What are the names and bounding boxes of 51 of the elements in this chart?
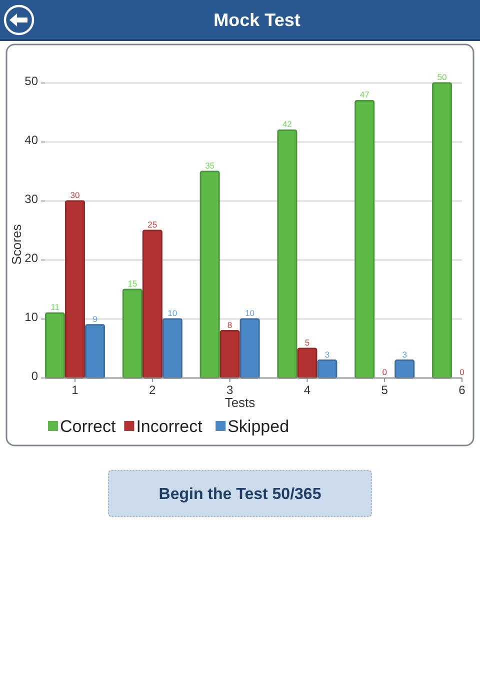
bar <box>162 318 182 379</box>
chart-title: Mock Test <box>214 10 300 30</box>
legend-label: Skipped <box>228 417 290 436</box>
x-tick-label: 1 <box>72 383 79 397</box>
bar <box>200 170 220 379</box>
y-tick-label: 40 <box>24 133 38 148</box>
y-axis-title: Scores <box>9 224 24 265</box>
bar <box>85 324 105 379</box>
data-label: 42 <box>282 119 292 130</box>
x-axis-title: Tests <box>224 395 256 410</box>
x-tick-label: 3 <box>226 383 234 397</box>
y-tick-label: 0 <box>31 369 38 384</box>
data-label: 11 <box>50 302 60 312</box>
y-tick-label: 10 <box>24 310 38 324</box>
bar <box>142 230 162 379</box>
begin-test-button[interactable]: Begin the Test 50/365 <box>108 470 372 518</box>
data-label: 5 <box>304 338 310 348</box>
bar <box>65 200 85 379</box>
x-tick-label: 6 <box>458 383 466 397</box>
bar <box>45 312 65 379</box>
data-label: 35 <box>205 160 215 170</box>
bar <box>297 348 318 379</box>
data-label: 0 <box>382 367 388 377</box>
bar <box>432 82 452 379</box>
bar <box>354 100 375 379</box>
bar <box>122 288 142 379</box>
legend-label: Correct <box>60 417 116 436</box>
data-label: 8 <box>227 320 232 330</box>
data-label: 3 <box>324 349 330 360</box>
bar <box>317 360 338 379</box>
x-tick-label: 4 <box>304 383 311 397</box>
x-tick-label: 5 <box>381 383 388 397</box>
y-tick-label: 50 <box>24 74 38 88</box>
data-label: 0 <box>460 367 465 377</box>
data-label: 10 <box>245 308 255 318</box>
data-label: 50 <box>437 72 447 82</box>
bar <box>240 318 260 379</box>
data-label: 3 <box>402 349 408 360</box>
bar <box>394 360 415 379</box>
y-tick-label: 20 <box>24 251 38 266</box>
data-label: 47 <box>360 90 370 100</box>
data-label: 15 <box>128 278 138 288</box>
y-tick-label: 30 <box>24 192 38 206</box>
x-tick-label: 2 <box>149 383 156 397</box>
data-label: 25 <box>148 220 158 230</box>
data-label: 30 <box>70 190 80 200</box>
bar <box>220 330 240 379</box>
legend-label: Incorrect <box>136 417 203 436</box>
bar <box>277 129 298 379</box>
data-label: 10 <box>168 308 178 318</box>
data-label: 9 <box>92 314 98 324</box>
